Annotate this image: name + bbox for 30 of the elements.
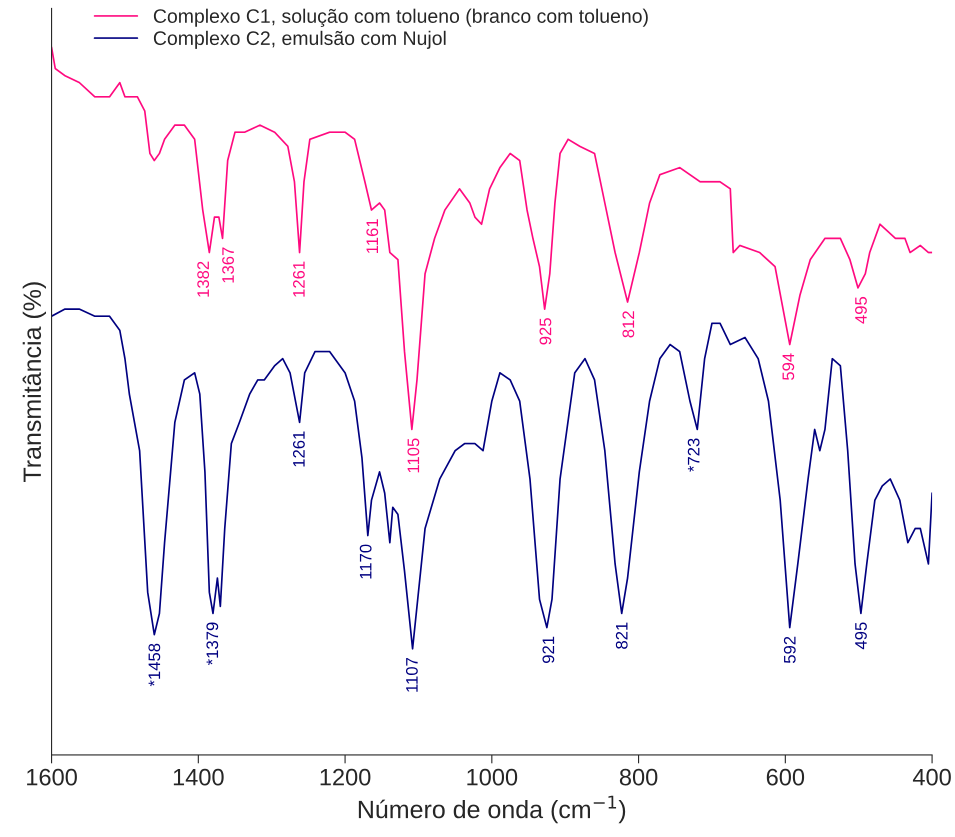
x-tick-label: 600 (766, 768, 804, 786)
x-tick-label: 1200 (320, 768, 370, 786)
annotation: *1379 (206, 622, 218, 666)
annotation: 495 (855, 622, 867, 650)
annotation: *1458 (148, 644, 160, 686)
annotation: 1261 (292, 432, 305, 466)
annotation: 925 (540, 318, 552, 344)
annotation: 1107 (406, 658, 418, 692)
x-tick-label: 1400 (174, 768, 224, 786)
annotation: 1170 (360, 544, 372, 578)
annotation: *723 (688, 438, 700, 472)
y-axis-title: Transmitância (%) (22, 282, 46, 482)
annotation: 821 (616, 622, 628, 649)
annotation: 1161 (366, 219, 378, 253)
annotation: 921 (542, 636, 554, 663)
annotation: 1367 (222, 248, 234, 282)
x-tick-label: 800 (620, 768, 658, 786)
x-tick-label: 1600 (27, 768, 77, 786)
annotation: 1105 (407, 438, 420, 472)
annotation: 592 (784, 636, 796, 664)
annotation: 495 (855, 296, 867, 324)
annotation: 1382 (197, 262, 210, 297)
x-tick-label: 400 (912, 768, 951, 786)
annotation: 1261 (292, 262, 305, 297)
annotation: 812 (622, 311, 634, 338)
annotation: 594 (782, 353, 794, 380)
x-axis-title: Número de onda (cm$^{−1}$) (358, 796, 626, 824)
x-tick-label: 1000 (467, 768, 518, 786)
legend-label: Complexo C1, solução com tolueno (branco com tolueno) (154, 8, 648, 27)
legend-label: Complexo C2, emulsão com Nujol (154, 30, 446, 49)
